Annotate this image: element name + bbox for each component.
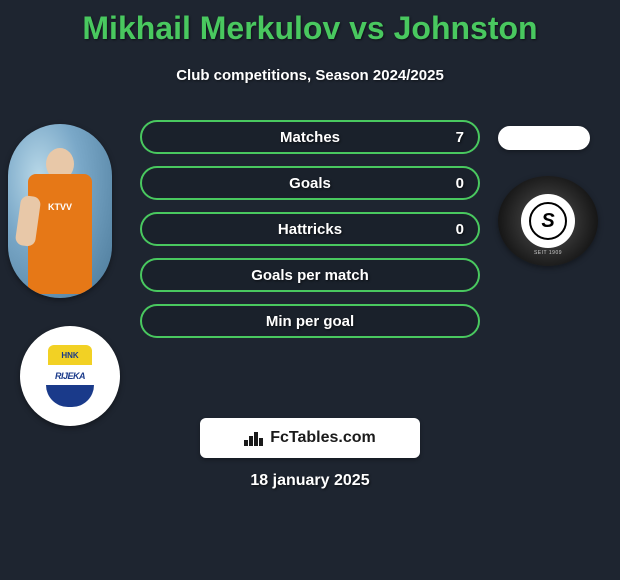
club-right-letter: S bbox=[541, 210, 554, 233]
stat-label: Goals per match bbox=[251, 267, 369, 284]
page-title: Mikhail Merkulov vs Johnston bbox=[0, 0, 620, 47]
stat-label: Min per goal bbox=[266, 313, 354, 330]
stat-bar-goals: Goals 0 bbox=[140, 166, 480, 200]
stat-label: Goals bbox=[289, 175, 331, 192]
footer-brand-text: FcTables.com bbox=[270, 429, 376, 447]
player-left-photo: KTVV bbox=[8, 124, 112, 298]
stat-value: 0 bbox=[456, 175, 464, 192]
stat-value: 7 bbox=[456, 129, 464, 146]
stat-label: Matches bbox=[280, 129, 340, 146]
date-label: 18 january 2025 bbox=[250, 472, 369, 490]
club-left-shield: HNK RIJEKA bbox=[40, 341, 100, 411]
club-right-badge: S SEIT 1909 bbox=[498, 176, 598, 266]
footer-badge: FcTables.com bbox=[200, 418, 420, 458]
player-jersey-text: KTVV bbox=[48, 202, 72, 212]
player-right-placeholder bbox=[498, 126, 590, 150]
club-left-top: HNK bbox=[48, 345, 92, 365]
club-left-badge: HNK RIJEKA bbox=[20, 326, 120, 426]
club-left-mid: RIJEKA bbox=[46, 365, 94, 387]
stat-bar-matches: Matches 7 bbox=[140, 120, 480, 154]
player-jersey bbox=[28, 174, 92, 294]
club-left-bottom bbox=[46, 385, 94, 407]
stats-container: Matches 7 Goals 0 Hattricks 0 Goals per … bbox=[140, 120, 480, 350]
club-right-rim-text: SEIT 1909 bbox=[498, 250, 598, 256]
stat-bar-hattricks: Hattricks 0 bbox=[140, 212, 480, 246]
stat-bar-min-per-goal: Min per goal bbox=[140, 304, 480, 338]
stat-bar-goals-per-match: Goals per match bbox=[140, 258, 480, 292]
stat-label: Hattricks bbox=[278, 221, 342, 238]
bar-chart-icon bbox=[244, 430, 264, 446]
page-subtitle: Club competitions, Season 2024/2025 bbox=[0, 67, 620, 84]
club-left-mid-text: RIJEKA bbox=[55, 371, 85, 381]
club-right-inner: S bbox=[521, 194, 575, 248]
stat-value: 0 bbox=[456, 221, 464, 238]
